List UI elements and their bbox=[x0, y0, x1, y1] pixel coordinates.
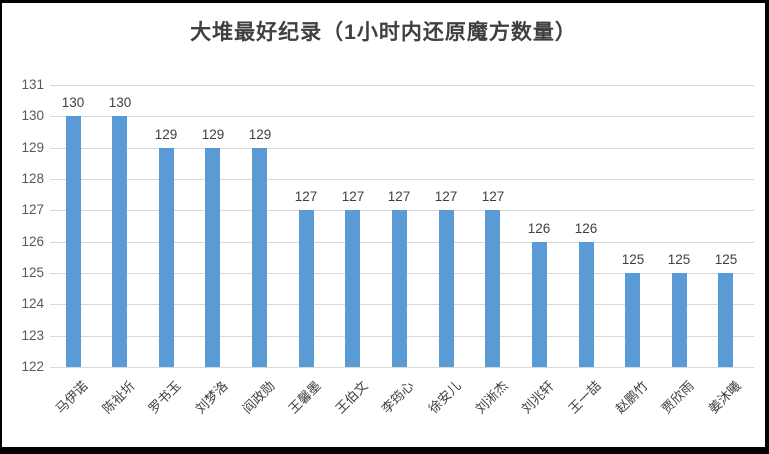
gridline bbox=[50, 367, 754, 368]
x-axis-category-label: 李筠心 bbox=[379, 378, 418, 417]
bar-value-label: 130 bbox=[61, 95, 85, 110]
y-axis-tick-label: 122 bbox=[21, 359, 44, 374]
bar-value-label: 129 bbox=[201, 127, 225, 142]
x-axis-category-label: 赵鹏竹 bbox=[612, 378, 651, 417]
bar bbox=[112, 116, 127, 367]
bar-value-label: 129 bbox=[154, 127, 178, 142]
y-axis-tick-label: 128 bbox=[21, 171, 44, 186]
bar-value-label: 125 bbox=[714, 252, 738, 267]
bar bbox=[485, 210, 500, 367]
x-axis-category-label: 马伊诺 bbox=[52, 378, 91, 417]
bar bbox=[532, 242, 547, 367]
bar-value-label: 127 bbox=[481, 189, 505, 204]
gridline bbox=[50, 116, 754, 117]
x-axis-category-label: 刘淅杰 bbox=[472, 378, 511, 417]
bar-value-label: 130 bbox=[108, 95, 132, 110]
bar-value-label: 127 bbox=[341, 189, 365, 204]
bar-value-label: 126 bbox=[527, 221, 551, 236]
bar-value-label: 127 bbox=[387, 189, 411, 204]
bar-value-label: 125 bbox=[667, 252, 691, 267]
x-axis-category-label: 阎政勋 bbox=[239, 378, 278, 417]
bar-value-label: 126 bbox=[574, 221, 598, 236]
bar bbox=[625, 273, 640, 367]
y-axis-tick-label: 127 bbox=[21, 202, 44, 217]
y-axis-tick-label: 131 bbox=[21, 77, 44, 92]
bar-value-label: 125 bbox=[621, 252, 645, 267]
x-axis-category-label: 徐安儿 bbox=[425, 378, 464, 417]
gridline bbox=[50, 179, 754, 180]
bar bbox=[439, 210, 454, 367]
bar bbox=[718, 273, 733, 367]
bar bbox=[66, 116, 81, 367]
chart-title: 大堆最好纪录（1小时内还原魔方数量） bbox=[190, 21, 577, 44]
gridline bbox=[50, 148, 754, 149]
bar bbox=[392, 210, 407, 367]
x-axis-category-label: 姜沐曦 bbox=[705, 378, 744, 417]
y-axis-tick-label: 123 bbox=[21, 328, 44, 343]
bar-value-label: 129 bbox=[248, 127, 272, 142]
y-axis-tick-label: 124 bbox=[21, 296, 44, 311]
bar bbox=[205, 148, 220, 367]
x-axis-category-label: 贾欣雨 bbox=[658, 378, 698, 417]
bar bbox=[159, 148, 174, 367]
bar bbox=[345, 210, 360, 367]
x-axis-category-label: 陈祉圻 bbox=[99, 378, 138, 417]
y-axis-tick-label: 129 bbox=[21, 140, 44, 155]
x-axis-category-label: 王伯文 bbox=[332, 378, 371, 417]
x-axis-category-label: 王馨墨 bbox=[285, 378, 324, 417]
y-axis-tick-label: 130 bbox=[21, 108, 44, 123]
y-axis-tick-label: 126 bbox=[21, 234, 44, 249]
chart-plot-container: 122 123 124 125 126 127 128 129 130 131 130 马伊诺 130 陈… bbox=[2, 3, 765, 447]
gridline bbox=[50, 85, 754, 86]
bar-value-label: 127 bbox=[434, 189, 458, 204]
x-axis-category-label: 刘梦洛 bbox=[192, 378, 231, 417]
bar bbox=[672, 273, 687, 367]
bar bbox=[299, 210, 314, 367]
x-axis-category-label: 王一喆 bbox=[565, 378, 604, 417]
y-axis-tick-label: 125 bbox=[21, 265, 44, 280]
bar bbox=[579, 242, 594, 367]
x-axis-category-label: 罗书玉 bbox=[145, 378, 185, 417]
bar-value-label: 127 bbox=[294, 189, 318, 204]
bar bbox=[252, 148, 267, 367]
x-axis-category-label: 刘兆轩 bbox=[518, 378, 558, 417]
